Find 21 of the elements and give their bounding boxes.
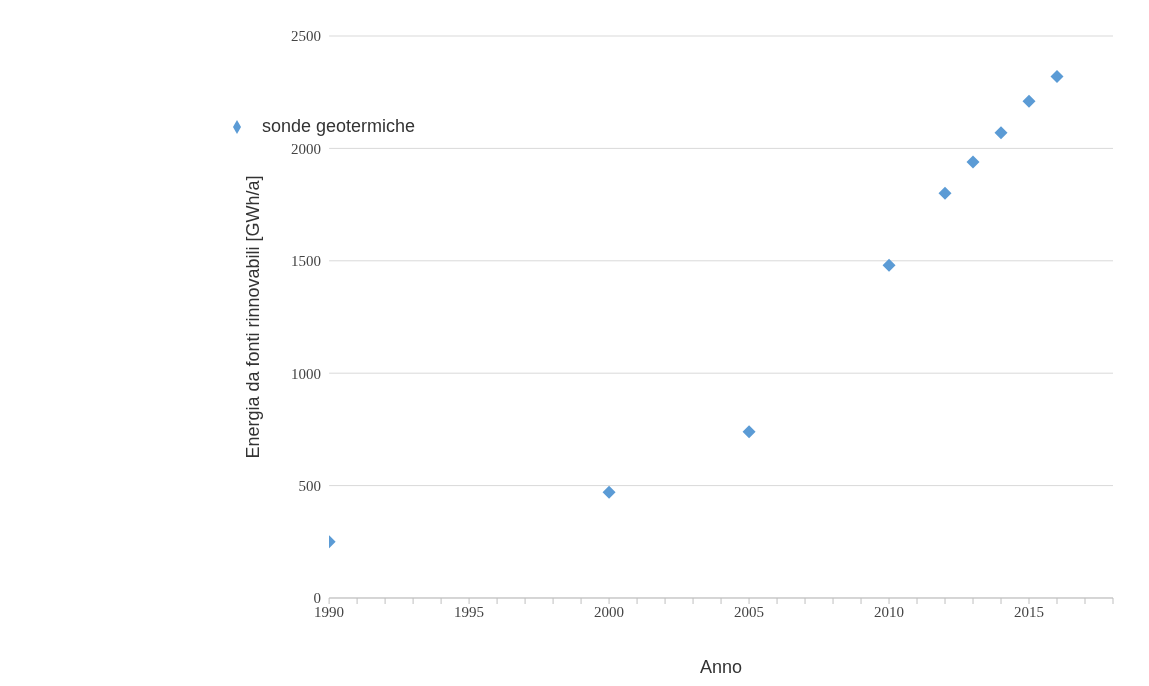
x-tick-label: 1995 <box>454 603 485 620</box>
legend-label: sonde geotermiche <box>262 116 416 136</box>
point <box>1050 69 1064 83</box>
x-tick-label: 2000 <box>594 603 625 620</box>
y-tick-label: 1000 <box>291 365 322 382</box>
point <box>938 186 952 200</box>
y-tick-label: 2000 <box>291 140 322 157</box>
y-tick-label: 1500 <box>291 253 322 270</box>
point <box>994 126 1008 140</box>
x-tick-label: 2010 <box>874 603 905 620</box>
y-tick-label: 500 <box>298 477 322 494</box>
y-tick-label: 2500 <box>291 28 322 45</box>
point <box>882 258 896 272</box>
point <box>742 425 756 439</box>
x-tick-label: 2005 <box>734 603 765 620</box>
point <box>966 155 980 169</box>
point <box>1022 94 1036 108</box>
x-tick-label: 2015 <box>1014 603 1045 620</box>
x-axis-title: Anno <box>700 657 743 677</box>
y-axis-title: Energia da fonti rinnovabili [GWh/a] <box>243 175 264 459</box>
point <box>602 485 616 499</box>
